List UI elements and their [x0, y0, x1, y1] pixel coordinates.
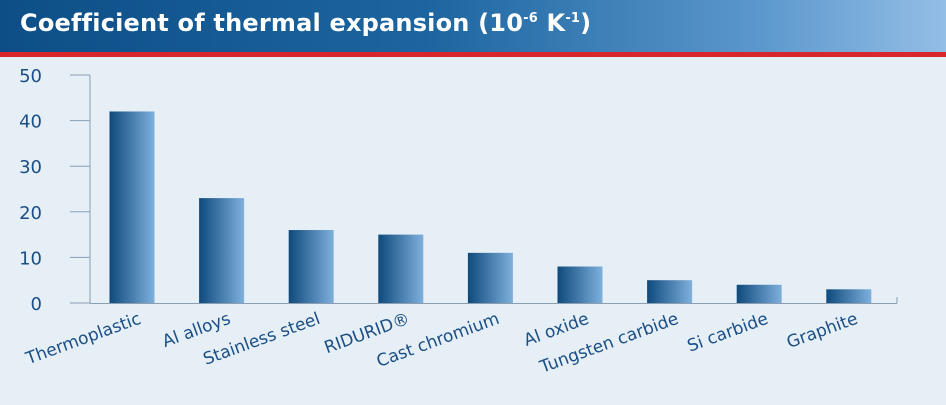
bars	[109, 111, 872, 303]
y-tick-label: 30	[19, 157, 42, 178]
bar	[557, 266, 603, 303]
chart-header	[0, 0, 946, 52]
y-tick-label: 10	[19, 248, 42, 269]
title-main: Coefficient of thermal expansion (10	[20, 9, 524, 37]
header-rule	[0, 52, 946, 57]
bar	[378, 234, 424, 303]
y-tick-label: 0	[31, 294, 42, 315]
x-tick-label: Si carbide	[685, 309, 771, 357]
bar	[826, 289, 872, 303]
x-tick-label: Thermoplastic	[22, 309, 143, 369]
bar	[736, 284, 782, 303]
chart-title: Coefficient of thermal expansion (10-6 K…	[20, 9, 591, 37]
x-tick-label: Graphite	[784, 309, 860, 353]
bar	[467, 252, 513, 303]
title-close: )	[580, 9, 592, 37]
bar	[109, 111, 155, 303]
bar	[288, 230, 334, 303]
axes: 0 10 20 30 40 50	[19, 66, 898, 315]
bar	[199, 198, 245, 303]
y-tick-label: 40	[19, 112, 42, 133]
title-exponent-1: -6	[523, 11, 538, 26]
title-unit: K	[537, 9, 566, 37]
bar	[647, 280, 693, 303]
y-tick-label: 20	[19, 203, 42, 224]
y-tick-label: 50	[19, 66, 42, 87]
title-exponent-2: -1	[565, 11, 581, 26]
